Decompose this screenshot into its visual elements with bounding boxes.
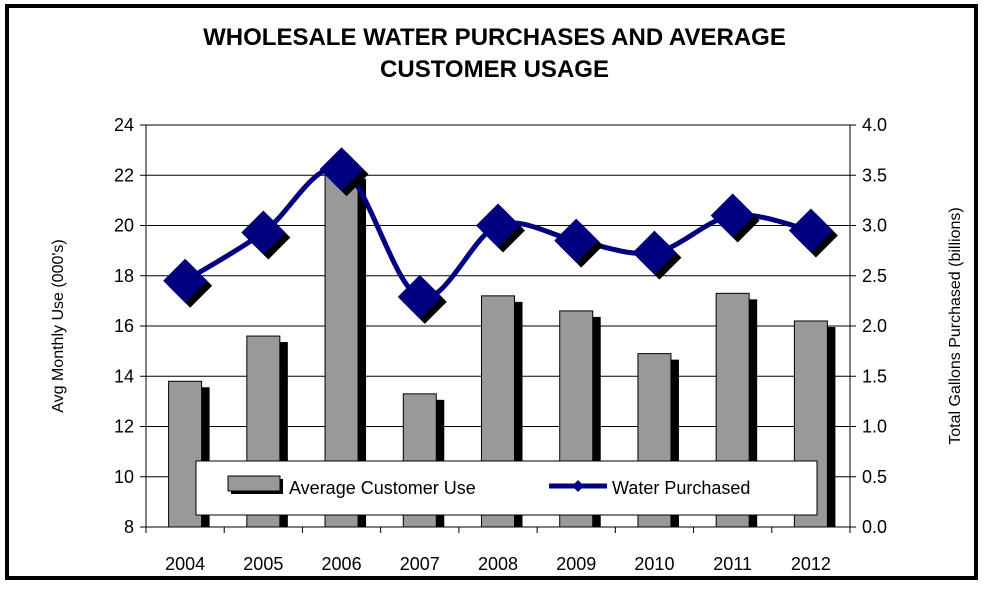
y-left-tick-label: 14 bbox=[114, 366, 134, 386]
axes bbox=[140, 124, 856, 533]
line-series-water-purchased bbox=[163, 147, 838, 324]
y-left-tick-label: 8 bbox=[124, 517, 134, 537]
y-left-tick-label: 20 bbox=[114, 216, 134, 236]
y-right-tick-label: 1.5 bbox=[862, 366, 887, 386]
water-purchased-line bbox=[183, 165, 812, 301]
y-right-tick-label: 2.0 bbox=[862, 316, 887, 336]
y-right-tick-label: 4.0 bbox=[862, 115, 887, 135]
water-purchased-marker bbox=[319, 147, 364, 192]
chart-title-line-2: CUSTOMER USAGE bbox=[380, 56, 609, 83]
y-right-tick-label: 3.5 bbox=[862, 165, 887, 185]
chart-title-line-1: WHOLESALE WATER PURCHASES AND AVERAGE bbox=[203, 24, 786, 51]
water-purchased-marker bbox=[710, 193, 755, 238]
water-purchased-marker bbox=[241, 210, 286, 255]
x-tick-label: 2006 bbox=[322, 554, 362, 574]
water-purchased-marker bbox=[476, 203, 520, 248]
y-axis-right-label: Total Gallons Purchased (billions) bbox=[947, 207, 964, 444]
chart-title: WHOLESALE WATER PURCHASES AND AVERAGE CU… bbox=[0, 22, 989, 86]
water-purchased-marker bbox=[397, 274, 442, 319]
y-left-tick-label: 12 bbox=[114, 417, 134, 437]
x-tick-label: 2007 bbox=[400, 554, 440, 574]
y-right-tick-label: 0.5 bbox=[862, 467, 887, 487]
x-tick-label: 2012 bbox=[791, 554, 831, 574]
legend: Average Customer Use Water Purchased bbox=[195, 460, 818, 516]
x-tick-label: 2004 bbox=[165, 554, 205, 574]
y-left-tick-label: 22 bbox=[114, 165, 134, 185]
tick-labels: 24 22 20 18 16 14 12 10 8 4.0 3.5 3.0 2.5 2.0 1.5 1.0 0.… bbox=[114, 115, 887, 574]
x-tick-label: 2005 bbox=[243, 554, 283, 574]
x-tick-label: 2009 bbox=[556, 554, 596, 574]
x-tick-label: 2011 bbox=[713, 554, 752, 574]
y-left-tick-label: 24 bbox=[114, 115, 134, 135]
y-left-tick-label: 18 bbox=[114, 266, 134, 286]
legend-label-water-purchased: Water Purchased bbox=[612, 478, 750, 498]
y-right-tick-label: 2.5 bbox=[862, 266, 887, 286]
y-left-tick-label: 16 bbox=[114, 316, 134, 336]
water-purchased-marker bbox=[554, 218, 599, 263]
water-purchased-marker bbox=[163, 258, 208, 303]
water-purchased-marker bbox=[632, 230, 677, 275]
legend-marker-water-purchased bbox=[572, 480, 584, 492]
y-axis-left-label: Avg Monthly Use (000's) bbox=[50, 239, 67, 413]
y-right-tick-label: 1.0 bbox=[862, 417, 887, 437]
water-purchased-marker bbox=[788, 208, 833, 253]
legend-box bbox=[195, 460, 818, 516]
y-right-tick-label: 3.0 bbox=[862, 216, 887, 236]
y-left-tick-label: 10 bbox=[114, 467, 134, 487]
y-right-tick-label: 0.0 bbox=[862, 517, 887, 537]
x-tick-label: 2008 bbox=[478, 554, 518, 574]
legend-label-average-customer-use: Average Customer Use bbox=[289, 478, 476, 498]
legend-swatch-average-customer-use bbox=[227, 475, 281, 492]
x-tick-label: 2010 bbox=[634, 554, 674, 574]
